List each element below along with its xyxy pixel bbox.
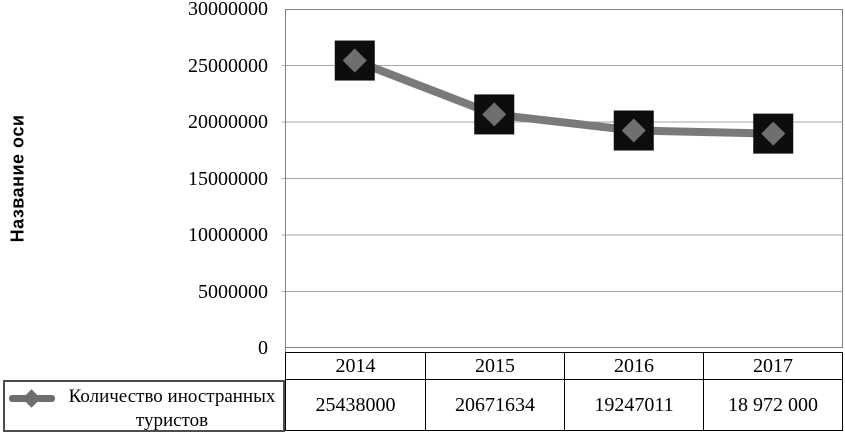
y-axis-connector-line [285,348,286,353]
legend: Количество иностранных туристов [3,380,285,432]
y-tick-label: 5000000 [198,280,268,303]
y-axis-title: Название оси [7,114,28,243]
y-tick-label: 30000000 [188,0,268,20]
y-tick-label: 0 [258,337,268,359]
marker-diamond-icon [342,48,367,73]
plot-border [285,9,843,348]
y-tick-label: 10000000 [188,224,268,246]
value-cell: 20671634 [425,380,564,430]
y-tick-label: 25000000 [188,54,268,77]
category-cell: 2016 [564,353,703,379]
data-table: 2014 2015 2016 2017 25438000 20671634 1924701… [285,352,843,431]
y-tick-label: 15000000 [188,167,268,190]
y-tick-label: 20000000 [188,111,268,133]
line-chart-svg [282,9,843,348]
y-axis-tick-labels: 30000000 25000000 20000000 15000000 10000000… [178,0,268,370]
legend-series-label: Количество иностранных туристов [68,386,276,431]
y-axis-title-wrap: Название оси [2,9,34,348]
category-cell: 2015 [425,353,564,379]
legend-key [5,382,57,430]
category-row: 2014 2015 2016 2017 [286,353,842,379]
category-cell: 2014 [335,354,376,377]
series-line [353,56,774,138]
value-cell: 18 972 000 [703,380,842,430]
marker-diamond-icon [482,102,507,127]
values-row: 25438000 20671634 19247011 18 972 000 [286,379,842,430]
legend-diamond-icon [22,389,41,408]
value-cell: 25438000 [315,393,396,416]
value-cell: 19247011 [564,380,703,430]
category-cell: 2017 [703,353,842,379]
plot-area [282,9,843,348]
